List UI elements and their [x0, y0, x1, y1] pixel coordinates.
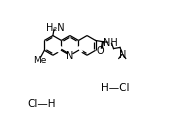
Text: O: O	[97, 45, 105, 55]
Text: H—Cl: H—Cl	[101, 82, 130, 92]
Text: Cl—H: Cl—H	[27, 99, 56, 108]
Text: Me: Me	[34, 55, 47, 64]
Text: H₂N: H₂N	[46, 23, 64, 33]
Text: N: N	[66, 51, 74, 61]
Text: NH: NH	[103, 38, 118, 48]
Text: N: N	[119, 49, 126, 59]
